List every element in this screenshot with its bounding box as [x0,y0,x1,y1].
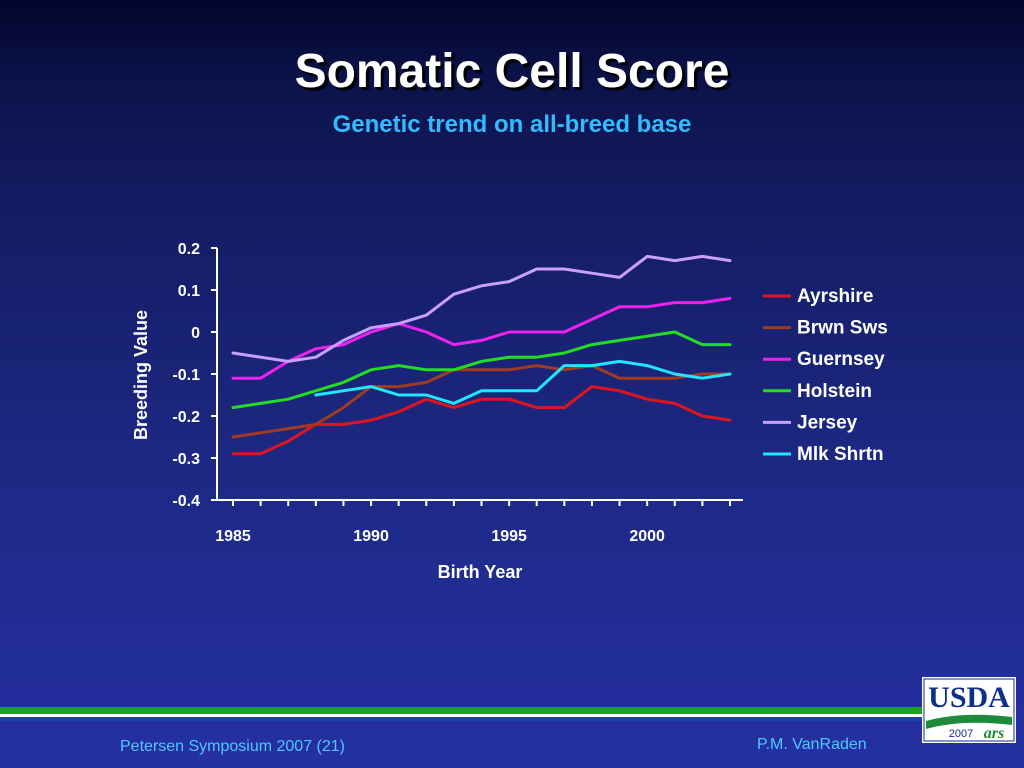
series-line-brwn-sws [231,364,732,439]
legend-label-jersey: Jersey [797,412,858,433]
y-tick-label: 0 [191,325,200,342]
series-line-guernsey [231,296,732,380]
slide-subtitle: Genetic trend on all-breed base [332,111,692,138]
chart-ticks: 0.2 0.1 0 -0.1 -0.2 -0.3 -0.4 1985 1990 1995 2000 [172,241,731,545]
footer-event: Petersen Symposium 2007 (21) [120,738,345,755]
x-tick-label: 2000 [629,528,665,545]
y-tick-label: -0.1 [172,367,200,384]
x-tick-label: 1995 [491,528,527,545]
legend-label-ayrshire: Ayrshire [797,286,873,307]
series-line-jersey [231,254,732,363]
series-line-mlk-shrtn [314,359,732,405]
y-tick-label: -0.4 [172,493,200,510]
series-line-ayrshire [231,385,732,456]
usda-logo: USDA 2007 ars [922,677,1016,743]
y-tick-label: -0.2 [172,409,200,426]
x-tick-label: 1985 [215,528,251,545]
legend-label-holstein: Holstein [797,381,872,402]
svg-text:USDA: USDA [928,681,1010,714]
y-tick-label: -0.3 [172,451,200,468]
footer-author: P.M. VanRaden [757,736,867,753]
svg-text:ars: ars [984,725,1004,742]
y-axis-label: Breeding Value [131,310,151,440]
chart-legend: Ayrshire Brwn Sws Guernsey Holstein Jersey Ml… [763,286,888,465]
x-axis-label: Birth Year [438,562,523,582]
y-tick-label: 0.2 [178,241,200,258]
series-line-holstein [231,330,732,410]
y-tick-label: 0.1 [178,283,200,300]
footer-rule-white [0,714,922,717]
legend-label-brwn-sws: Brwn Sws [797,318,888,339]
svg-text:2007: 2007 [949,728,973,740]
legend-label-guernsey: Guernsey [797,349,885,370]
footer-rule-blue [0,717,922,721]
footer-rule-green [0,707,922,714]
legend-label-mlk-shrtn: Mlk Shrtn [797,444,884,465]
chart-series [231,254,732,456]
x-tick-label: 1990 [353,528,389,545]
slide-title: Somatic Cell Score [294,45,730,98]
